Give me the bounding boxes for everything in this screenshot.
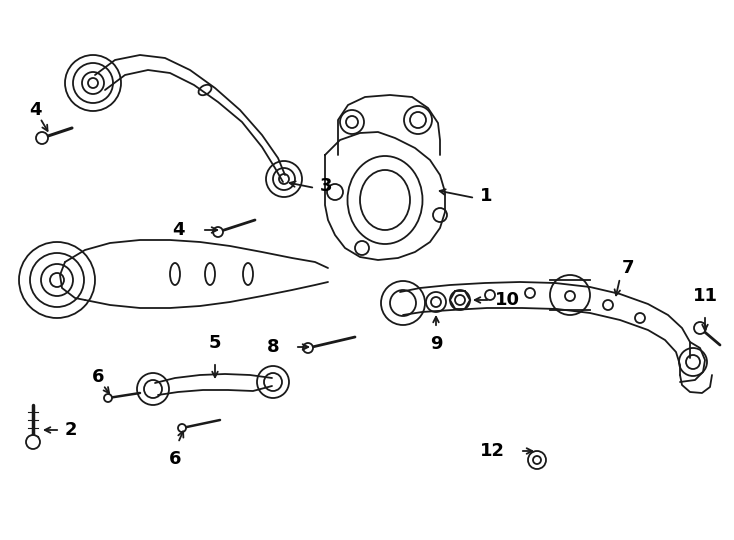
Circle shape	[178, 424, 186, 432]
Circle shape	[104, 394, 112, 402]
Circle shape	[303, 343, 313, 353]
Text: 6: 6	[169, 450, 181, 468]
Text: 3: 3	[320, 177, 333, 195]
Text: 1: 1	[480, 187, 493, 205]
Text: 5: 5	[208, 334, 221, 352]
Text: 10: 10	[495, 291, 520, 309]
Text: 8: 8	[267, 338, 280, 356]
Text: 9: 9	[429, 335, 443, 353]
Text: 7: 7	[622, 259, 634, 277]
Text: 6: 6	[92, 368, 104, 386]
Circle shape	[213, 227, 223, 237]
Circle shape	[26, 435, 40, 449]
Text: 2: 2	[65, 421, 78, 439]
Text: 11: 11	[692, 287, 718, 305]
Circle shape	[36, 132, 48, 144]
Text: 12: 12	[480, 442, 505, 460]
Circle shape	[694, 322, 706, 334]
Text: 4: 4	[29, 101, 41, 119]
Text: 4: 4	[172, 221, 185, 239]
